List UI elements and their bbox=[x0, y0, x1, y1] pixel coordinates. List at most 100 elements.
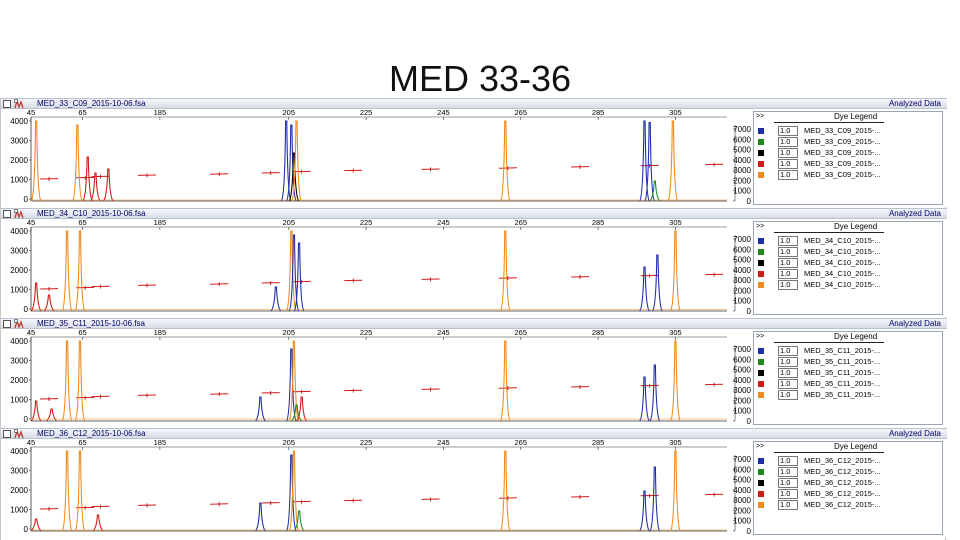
dye-color-swatch[interactable] bbox=[758, 392, 764, 398]
dye-scale-field[interactable]: 1.0 bbox=[778, 346, 798, 356]
legend-row[interactable]: 1.0 MED_34_C10_2015-... bbox=[758, 280, 938, 290]
x-tick-label: 225 bbox=[360, 219, 373, 227]
y-tick-label: 0 bbox=[24, 415, 29, 424]
right-tick-label: 5000 bbox=[733, 366, 751, 375]
panel-header: MED_35_C11_2015-10-06.fsa Analyzed Data bbox=[1, 318, 947, 329]
dye-color-swatch[interactable] bbox=[758, 491, 764, 497]
legend-row[interactable]: 1.0 MED_33_C09_2015-... bbox=[758, 126, 938, 136]
electropherogram-plot[interactable]: 4000300020001000070006000500040003000200… bbox=[1, 439, 753, 537]
legend-row[interactable]: 1.0 MED_35_C11_2015-... bbox=[758, 379, 938, 389]
dye-color-swatch[interactable] bbox=[758, 150, 764, 156]
dye-scale-field[interactable]: 1.0 bbox=[778, 247, 798, 257]
dye-scale-field[interactable]: 1.0 bbox=[778, 170, 798, 180]
dye-color-swatch[interactable] bbox=[758, 381, 764, 387]
trace-peak bbox=[670, 230, 681, 312]
legend-expand-button[interactable]: >> bbox=[756, 443, 765, 450]
legend-row[interactable]: 1.0 MED_34_C10_2015-... bbox=[758, 258, 938, 268]
trace-peak bbox=[286, 348, 297, 422]
dye-scale-field[interactable]: 1.0 bbox=[778, 126, 798, 136]
dye-scale-field[interactable]: 1.0 bbox=[778, 478, 798, 488]
legend-row[interactable]: 1.0 MED_36_C12_2015-... bbox=[758, 456, 938, 466]
trace-peak bbox=[639, 266, 650, 312]
dye-color-swatch[interactable] bbox=[758, 260, 764, 266]
legend-row[interactable]: 1.0 MED_35_C11_2015-... bbox=[758, 368, 938, 378]
y-tick-label: 1000 bbox=[10, 396, 28, 405]
electropherogram-plot[interactable]: 4000300020001000070006000500040003000200… bbox=[1, 219, 753, 317]
x-tick-label: 45 bbox=[27, 109, 35, 117]
dye-color-swatch[interactable] bbox=[758, 249, 764, 255]
dye-scale-field[interactable]: 1.0 bbox=[778, 456, 798, 466]
dye-scale-field[interactable]: 1.0 bbox=[778, 137, 798, 147]
dye-scale-field[interactable]: 1.0 bbox=[778, 368, 798, 378]
trace-peak bbox=[103, 168, 114, 202]
dye-color-swatch[interactable] bbox=[758, 502, 764, 508]
dye-color-swatch[interactable] bbox=[758, 480, 764, 486]
dye-color-swatch[interactable] bbox=[758, 139, 764, 145]
dye-color-swatch[interactable] bbox=[758, 238, 764, 244]
dye-scale-field[interactable]: 1.0 bbox=[778, 148, 798, 158]
legend-row[interactable]: 1.0 MED_34_C10_2015-... bbox=[758, 236, 938, 246]
sample-trace-icon[interactable] bbox=[14, 99, 24, 109]
electropherogram-window: MED_33_C09_2015-10-06.fsa Analyzed Data 40… bbox=[0, 98, 947, 540]
trace-peak bbox=[30, 120, 42, 202]
legend-row[interactable]: 1.0 MED_33_C09_2015-... bbox=[758, 137, 938, 147]
dye-sample-name: MED_36_C12_2015-... bbox=[804, 489, 881, 498]
dye-color-swatch[interactable] bbox=[758, 128, 764, 134]
y-tick-label: 2000 bbox=[10, 266, 28, 275]
legend-row[interactable]: 1.0 MED_36_C12_2015-... bbox=[758, 478, 938, 488]
sample-trace-icon[interactable] bbox=[14, 319, 24, 329]
panel-select-checkbox[interactable] bbox=[3, 430, 11, 438]
dye-scale-field[interactable]: 1.0 bbox=[778, 236, 798, 246]
dye-color-swatch[interactable] bbox=[758, 172, 764, 178]
y-tick-label: 1000 bbox=[10, 506, 28, 515]
panel-select-checkbox[interactable] bbox=[3, 100, 11, 108]
dye-scale-field[interactable]: 1.0 bbox=[778, 159, 798, 169]
dye-scale-field[interactable]: 1.0 bbox=[778, 467, 798, 477]
legend-expand-button[interactable]: >> bbox=[756, 333, 765, 340]
x-tick-label: 305 bbox=[669, 109, 682, 117]
legend-row[interactable]: 1.0 MED_35_C11_2015-... bbox=[758, 390, 938, 400]
dye-scale-field[interactable]: 1.0 bbox=[778, 269, 798, 279]
dye-color-swatch[interactable] bbox=[758, 271, 764, 277]
dye-color-swatch[interactable] bbox=[758, 161, 764, 167]
right-tick-label: 4000 bbox=[733, 376, 751, 385]
dye-color-swatch[interactable] bbox=[758, 348, 764, 354]
x-tick-label: 285 bbox=[592, 439, 605, 447]
dye-scale-field[interactable]: 1.0 bbox=[778, 489, 798, 499]
dye-color-swatch[interactable] bbox=[758, 282, 764, 288]
legend-row[interactable]: 1.0 MED_36_C12_2015-... bbox=[758, 489, 938, 499]
trace-peak bbox=[46, 408, 57, 422]
electropherogram-plot[interactable]: 4000300020001000070006000500040003000200… bbox=[1, 109, 753, 207]
dye-scale-field[interactable]: 1.0 bbox=[778, 280, 798, 290]
legend-expand-button[interactable]: >> bbox=[756, 113, 765, 120]
x-tick-label: 305 bbox=[669, 329, 682, 337]
legend-row[interactable]: 1.0 MED_34_C10_2015-... bbox=[758, 247, 938, 257]
legend-row[interactable]: 1.0 MED_33_C09_2015-... bbox=[758, 159, 938, 169]
y-tick-label: 0 bbox=[24, 305, 29, 314]
legend-row[interactable]: 1.0 MED_36_C12_2015-... bbox=[758, 467, 938, 477]
y-tick-label: 1000 bbox=[10, 286, 28, 295]
dye-scale-field[interactable]: 1.0 bbox=[778, 357, 798, 367]
electropherogram-plot[interactable]: 4000300020001000070006000500040003000200… bbox=[1, 329, 753, 427]
dye-color-swatch[interactable] bbox=[758, 359, 764, 365]
panel-select-checkbox[interactable] bbox=[3, 210, 11, 218]
legend-row[interactable]: 1.0 MED_33_C09_2015-... bbox=[758, 148, 938, 158]
legend-expand-button[interactable]: >> bbox=[756, 223, 765, 230]
sample-trace-icon[interactable] bbox=[14, 209, 24, 219]
legend-row[interactable]: 1.0 MED_35_C11_2015-... bbox=[758, 346, 938, 356]
legend-row[interactable]: 1.0 MED_35_C11_2015-... bbox=[758, 357, 938, 367]
dye-scale-field[interactable]: 1.0 bbox=[778, 500, 798, 510]
trace-peak bbox=[72, 124, 83, 202]
legend-row[interactable]: 1.0 MED_34_C10_2015-... bbox=[758, 269, 938, 279]
legend-row[interactable]: 1.0 MED_36_C12_2015-... bbox=[758, 500, 938, 510]
right-tick-label: 3000 bbox=[733, 276, 751, 285]
dye-scale-field[interactable]: 1.0 bbox=[778, 390, 798, 400]
legend-row[interactable]: 1.0 MED_33_C09_2015-... bbox=[758, 170, 938, 180]
dye-color-swatch[interactable] bbox=[758, 370, 764, 376]
panel-select-checkbox[interactable] bbox=[3, 320, 11, 328]
dye-color-swatch[interactable] bbox=[758, 458, 764, 464]
sample-trace-icon[interactable] bbox=[14, 429, 24, 439]
dye-scale-field[interactable]: 1.0 bbox=[778, 258, 798, 268]
dye-color-swatch[interactable] bbox=[758, 469, 764, 475]
dye-scale-field[interactable]: 1.0 bbox=[778, 379, 798, 389]
